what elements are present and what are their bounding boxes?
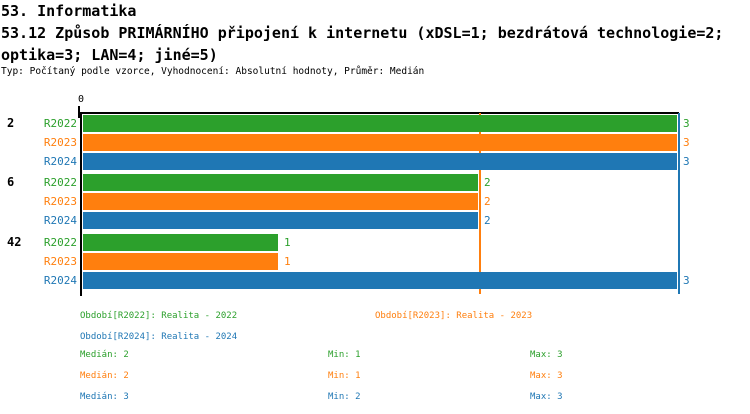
bar-value-label-r2024-group-42: 3 xyxy=(683,274,690,287)
series-label-r2024-6: R2024 xyxy=(43,214,77,227)
legend-min-r2022: Min: 1 xyxy=(328,350,361,360)
series-label-r2024-42: R2024 xyxy=(43,274,77,287)
page-title: 53. Informatika xyxy=(1,2,137,20)
category-label-42: 42 xyxy=(7,235,22,249)
legend-period-r2023: Období[R2023]: Realita - 2023 xyxy=(375,311,533,321)
bar-value-label-r2024-group-6: 2 xyxy=(484,214,491,227)
series-label-r2022-2: R2022 xyxy=(43,117,77,130)
question-title-line1: 53.12 Způsob PRIMÁRNÍHO připojení k inte… xyxy=(1,24,724,42)
x-axis-zero-label: 0 xyxy=(77,94,85,105)
legend-min-r2024: Min: 2 xyxy=(328,392,361,402)
median-line-r2024 xyxy=(678,113,680,294)
x-axis-zero-tick xyxy=(78,106,80,118)
chart-meta-info: Typ: Počítaný podle vzorce, Vyhodnocení:… xyxy=(1,66,425,77)
category-label-2: 2 xyxy=(7,116,15,130)
x-axis-line xyxy=(80,112,679,114)
legend-median-r2023: Medián: 2 xyxy=(80,371,129,381)
bar-r2022-group-2 xyxy=(83,115,677,132)
bar-value-label-r2023-group-2: 3 xyxy=(683,136,690,149)
bar-value-label-r2023-group-42: 1 xyxy=(284,255,291,268)
bar-r2023-group-2 xyxy=(83,134,677,151)
legend-max-r2023: Max: 3 xyxy=(530,371,563,381)
y-axis-line xyxy=(80,112,82,296)
legend-max-r2024: Max: 3 xyxy=(530,392,563,402)
legend-period-r2024: Období[R2024]: Realita - 2024 xyxy=(80,332,238,342)
bar-value-label-r2022-group-6: 2 xyxy=(484,176,491,189)
legend-median-r2022: Medián: 2 xyxy=(80,350,129,360)
bar-r2023-group-6 xyxy=(83,193,478,210)
series-label-r2023-6: R2023 xyxy=(43,195,77,208)
legend-median-r2024: Medián: 3 xyxy=(80,392,129,402)
bar-value-label-r2022-group-42: 1 xyxy=(284,236,291,249)
legend-period-r2022: Období[R2022]: Realita - 2022 xyxy=(80,311,238,321)
legend-max-r2022: Max: 3 xyxy=(530,350,563,360)
series-label-r2022-6: R2022 xyxy=(43,176,77,189)
bar-r2024-group-6 xyxy=(83,212,478,229)
question-title-line2: optika=3; LAN=4; jiné=5) xyxy=(1,46,218,64)
bar-value-label-r2024-group-2: 3 xyxy=(683,155,690,168)
series-label-r2024-2: R2024 xyxy=(43,155,77,168)
series-label-r2023-2: R2023 xyxy=(43,136,77,149)
bar-r2022-group-6 xyxy=(83,174,478,191)
series-label-r2023-42: R2023 xyxy=(43,255,77,268)
bar-r2022-group-42 xyxy=(83,234,278,251)
bar-value-label-r2022-group-2: 3 xyxy=(683,117,690,130)
bar-r2023-group-42 xyxy=(83,253,278,270)
series-label-r2022-42: R2022 xyxy=(43,236,77,249)
bar-value-label-r2023-group-6: 2 xyxy=(484,195,491,208)
bar-r2024-group-2 xyxy=(83,153,677,170)
median-line-r2023 xyxy=(479,113,481,294)
category-label-6: 6 xyxy=(7,175,15,189)
bar-r2024-group-42 xyxy=(83,272,677,289)
legend-min-r2023: Min: 1 xyxy=(328,371,361,381)
